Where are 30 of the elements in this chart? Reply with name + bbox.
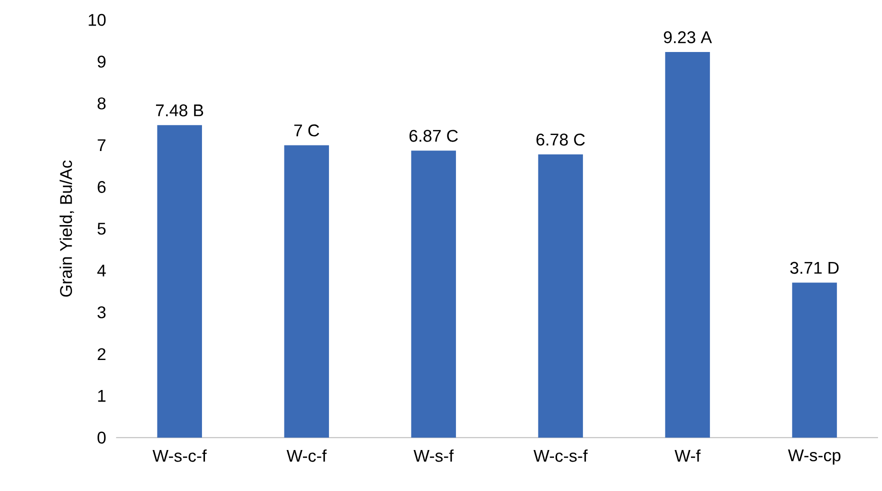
y-tick-label: 9 [98, 56, 106, 68]
x-tick-label: W-s-cp [788, 449, 840, 464]
y-tick-label: 0 [98, 431, 106, 444]
y-axis-title: Grain Yield, Bu/Ac [60, 160, 74, 297]
bar [665, 52, 710, 438]
data-label: 6.78 C [536, 133, 585, 146]
y-tick-label: 4 [97, 264, 106, 276]
x-tick-label: W-s-c-f [152, 449, 207, 462]
x-tick-label: W-s-f [414, 449, 454, 462]
y-tick-label: 6 [98, 180, 106, 193]
y-tick-label: 3 [98, 306, 106, 318]
y-tick-label: 1 [98, 390, 106, 402]
bar [157, 124, 202, 438]
data-label: 9.23 A [664, 31, 712, 44]
bar [792, 282, 837, 438]
x-tick-label: W-c-f [286, 449, 327, 462]
y-tick-label: 10 [88, 14, 106, 26]
y-tick-label: 5 [98, 222, 106, 234]
data-label: 6.87 C [410, 130, 458, 142]
x-tick-label: W-f [674, 449, 701, 462]
y-tick-label: 8 [98, 97, 106, 110]
data-label: 7.48 B [156, 104, 204, 116]
data-label: 7 C [294, 124, 320, 136]
bar [411, 150, 456, 438]
y-tick-label: 7 [98, 139, 106, 151]
bar [538, 154, 583, 438]
data-label: 3.71 D [790, 262, 839, 274]
x-tick-label: W-c-s-f [534, 449, 588, 462]
bar [284, 145, 329, 438]
y-tick-label: 2 [98, 348, 106, 360]
